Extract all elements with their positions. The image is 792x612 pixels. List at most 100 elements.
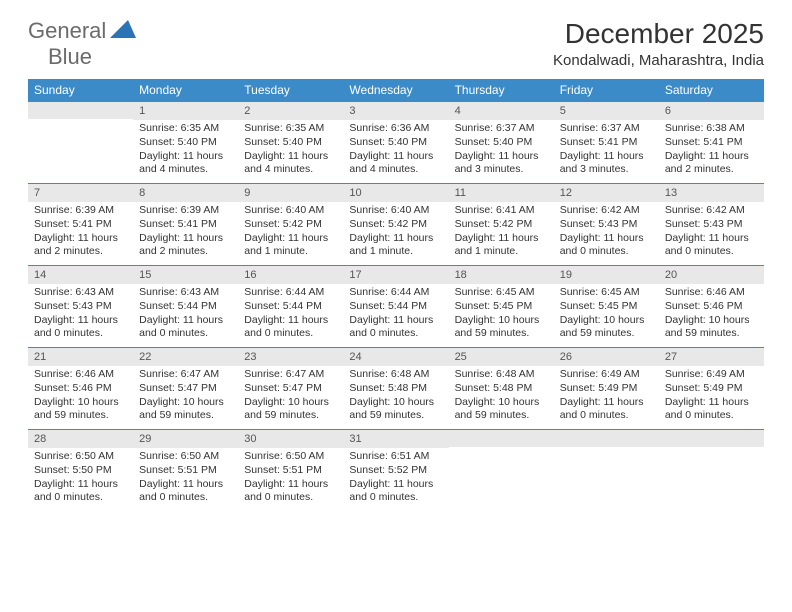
day-details: Sunrise: 6:47 AMSunset: 5:47 PMDaylight:…: [238, 366, 343, 429]
sunrise-text: Sunrise: 6:37 AM: [560, 122, 653, 136]
daylight-text: Daylight: 11 hours and 2 minutes.: [34, 232, 127, 259]
sunrise-text: Sunrise: 6:42 AM: [665, 204, 758, 218]
calendar-cell: 25Sunrise: 6:48 AMSunset: 5:48 PMDayligh…: [449, 347, 554, 429]
sunrise-text: Sunrise: 6:46 AM: [665, 286, 758, 300]
sunrise-text: Sunrise: 6:43 AM: [34, 286, 127, 300]
empty-day-head: [449, 429, 554, 447]
calendar-cell: 30Sunrise: 6:50 AMSunset: 5:51 PMDayligh…: [238, 429, 343, 511]
day-details: Sunrise: 6:37 AMSunset: 5:40 PMDaylight:…: [449, 120, 554, 183]
sunset-text: Sunset: 5:41 PM: [560, 136, 653, 150]
day-number: 8: [133, 183, 238, 202]
sunrise-text: Sunrise: 6:37 AM: [455, 122, 548, 136]
daylight-text: Daylight: 11 hours and 4 minutes.: [139, 150, 232, 177]
day-details: Sunrise: 6:38 AMSunset: 5:41 PMDaylight:…: [659, 120, 764, 183]
calendar-cell: 19Sunrise: 6:45 AMSunset: 5:45 PMDayligh…: [554, 265, 659, 347]
daylight-text: Daylight: 11 hours and 0 minutes.: [665, 396, 758, 423]
day-number: 24: [343, 347, 448, 366]
sunrise-text: Sunrise: 6:48 AM: [455, 368, 548, 382]
day-details: Sunrise: 6:45 AMSunset: 5:45 PMDaylight:…: [554, 284, 659, 347]
day-number: 14: [28, 265, 133, 284]
day-number: 30: [238, 429, 343, 448]
sunrise-text: Sunrise: 6:49 AM: [560, 368, 653, 382]
weekday-header: Saturday: [659, 79, 764, 101]
calendar-cell: 15Sunrise: 6:43 AMSunset: 5:44 PMDayligh…: [133, 265, 238, 347]
day-number: 22: [133, 347, 238, 366]
calendar-cell: 21Sunrise: 6:46 AMSunset: 5:46 PMDayligh…: [28, 347, 133, 429]
daylight-text: Daylight: 11 hours and 4 minutes.: [244, 150, 337, 177]
day-details: Sunrise: 6:48 AMSunset: 5:48 PMDaylight:…: [449, 366, 554, 429]
sunset-text: Sunset: 5:43 PM: [560, 218, 653, 232]
calendar-week-row: 7Sunrise: 6:39 AMSunset: 5:41 PMDaylight…: [28, 183, 764, 265]
calendar-cell: [659, 429, 764, 511]
calendar-cell: 18Sunrise: 6:45 AMSunset: 5:45 PMDayligh…: [449, 265, 554, 347]
day-number: 18: [449, 265, 554, 284]
calendar-cell: 12Sunrise: 6:42 AMSunset: 5:43 PMDayligh…: [554, 183, 659, 265]
calendar-cell: 31Sunrise: 6:51 AMSunset: 5:52 PMDayligh…: [343, 429, 448, 511]
sunset-text: Sunset: 5:48 PM: [349, 382, 442, 396]
sunset-text: Sunset: 5:43 PM: [665, 218, 758, 232]
calendar-cell: 20Sunrise: 6:46 AMSunset: 5:46 PMDayligh…: [659, 265, 764, 347]
day-details: Sunrise: 6:40 AMSunset: 5:42 PMDaylight:…: [343, 202, 448, 265]
day-number: 28: [28, 429, 133, 448]
day-details: Sunrise: 6:43 AMSunset: 5:43 PMDaylight:…: [28, 284, 133, 347]
day-details: Sunrise: 6:39 AMSunset: 5:41 PMDaylight:…: [28, 202, 133, 265]
location: Kondalwadi, Maharashtra, India: [553, 52, 764, 69]
daylight-text: Daylight: 11 hours and 2 minutes.: [139, 232, 232, 259]
calendar-cell: 27Sunrise: 6:49 AMSunset: 5:49 PMDayligh…: [659, 347, 764, 429]
day-number: 31: [343, 429, 448, 448]
daylight-text: Daylight: 10 hours and 59 minutes.: [455, 396, 548, 423]
calendar-header-row: SundayMondayTuesdayWednesdayThursdayFrid…: [28, 79, 764, 101]
sunset-text: Sunset: 5:48 PM: [455, 382, 548, 396]
day-number: 7: [28, 183, 133, 202]
sunset-text: Sunset: 5:42 PM: [455, 218, 548, 232]
calendar-table: SundayMondayTuesdayWednesdayThursdayFrid…: [28, 79, 764, 511]
daylight-text: Daylight: 11 hours and 1 minute.: [455, 232, 548, 259]
month-title: December 2025: [553, 18, 764, 50]
daylight-text: Daylight: 10 hours and 59 minutes.: [560, 314, 653, 341]
sunrise-text: Sunrise: 6:45 AM: [560, 286, 653, 300]
sunrise-text: Sunrise: 6:50 AM: [244, 450, 337, 464]
sunrise-text: Sunrise: 6:35 AM: [139, 122, 232, 136]
sunset-text: Sunset: 5:42 PM: [244, 218, 337, 232]
day-details: Sunrise: 6:39 AMSunset: 5:41 PMDaylight:…: [133, 202, 238, 265]
daylight-text: Daylight: 11 hours and 0 minutes.: [34, 478, 127, 505]
sunrise-text: Sunrise: 6:45 AM: [455, 286, 548, 300]
sunrise-text: Sunrise: 6:40 AM: [244, 204, 337, 218]
calendar-cell: 8Sunrise: 6:39 AMSunset: 5:41 PMDaylight…: [133, 183, 238, 265]
day-number: 27: [659, 347, 764, 366]
daylight-text: Daylight: 11 hours and 0 minutes.: [560, 232, 653, 259]
sunrise-text: Sunrise: 6:44 AM: [349, 286, 442, 300]
sunset-text: Sunset: 5:45 PM: [560, 300, 653, 314]
daylight-text: Daylight: 11 hours and 1 minute.: [349, 232, 442, 259]
sunrise-text: Sunrise: 6:36 AM: [349, 122, 442, 136]
daylight-text: Daylight: 11 hours and 0 minutes.: [244, 314, 337, 341]
sunrise-text: Sunrise: 6:44 AM: [244, 286, 337, 300]
day-details: Sunrise: 6:50 AMSunset: 5:51 PMDaylight:…: [238, 448, 343, 511]
sunset-text: Sunset: 5:40 PM: [455, 136, 548, 150]
day-details: Sunrise: 6:42 AMSunset: 5:43 PMDaylight:…: [659, 202, 764, 265]
calendar-cell: 5Sunrise: 6:37 AMSunset: 5:41 PMDaylight…: [554, 101, 659, 183]
sunrise-text: Sunrise: 6:47 AM: [139, 368, 232, 382]
sunset-text: Sunset: 5:41 PM: [139, 218, 232, 232]
sunset-text: Sunset: 5:40 PM: [349, 136, 442, 150]
calendar-cell: [554, 429, 659, 511]
day-number: 1: [133, 101, 238, 120]
day-details: Sunrise: 6:51 AMSunset: 5:52 PMDaylight:…: [343, 448, 448, 511]
day-number: 9: [238, 183, 343, 202]
calendar-cell: 10Sunrise: 6:40 AMSunset: 5:42 PMDayligh…: [343, 183, 448, 265]
day-number: 23: [238, 347, 343, 366]
weekday-header: Monday: [133, 79, 238, 101]
daylight-text: Daylight: 11 hours and 0 minutes.: [665, 232, 758, 259]
daylight-text: Daylight: 11 hours and 0 minutes.: [560, 396, 653, 423]
day-details: Sunrise: 6:42 AMSunset: 5:43 PMDaylight:…: [554, 202, 659, 265]
calendar-cell: 22Sunrise: 6:47 AMSunset: 5:47 PMDayligh…: [133, 347, 238, 429]
day-details: Sunrise: 6:45 AMSunset: 5:45 PMDaylight:…: [449, 284, 554, 347]
daylight-text: Daylight: 10 hours and 59 minutes.: [34, 396, 127, 423]
sunset-text: Sunset: 5:51 PM: [139, 464, 232, 478]
daylight-text: Daylight: 11 hours and 0 minutes.: [139, 314, 232, 341]
daylight-text: Daylight: 11 hours and 0 minutes.: [244, 478, 337, 505]
sunset-text: Sunset: 5:50 PM: [34, 464, 127, 478]
daylight-text: Daylight: 11 hours and 2 minutes.: [665, 150, 758, 177]
daylight-text: Daylight: 11 hours and 3 minutes.: [560, 150, 653, 177]
weekday-header: Tuesday: [238, 79, 343, 101]
